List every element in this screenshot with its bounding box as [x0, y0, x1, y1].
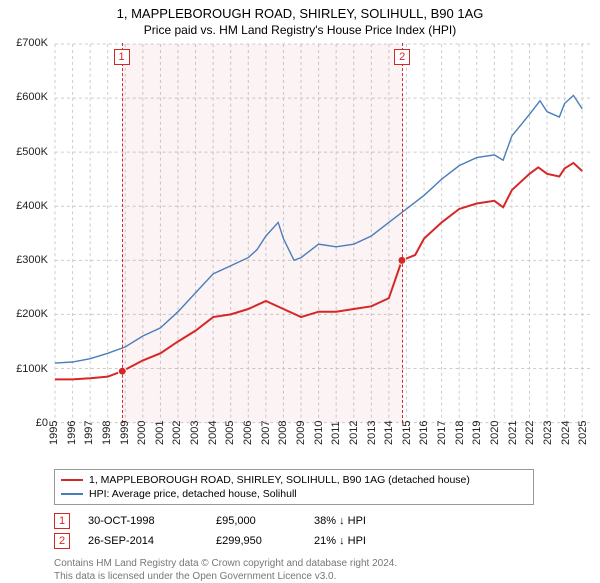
y-tick: £300K	[16, 254, 48, 266]
page-title: 1, MAPPLEBOROUGH ROAD, SHIRLEY, SOLIHULL…	[8, 4, 592, 23]
footer: Contains HM Land Registry data © Crown c…	[54, 557, 592, 583]
x-tick: 2023	[542, 421, 554, 445]
legend-swatch	[61, 493, 83, 495]
event-diff: 21% ↓ HPI	[314, 535, 366, 547]
x-tick: 2004	[207, 421, 219, 445]
footer-line-1: Contains HM Land Registry data © Crown c…	[54, 557, 592, 570]
event-price: £95,000	[216, 515, 296, 527]
x-tick: 2003	[189, 421, 201, 445]
events-list: 1 30-OCT-1998 £95,000 38% ↓ HPI 2 26-SEP-2014…	[54, 511, 592, 551]
x-tick: 2006	[242, 421, 254, 445]
x-tick: 2020	[489, 421, 501, 445]
x-tick: 2010	[313, 421, 325, 445]
event-badge: 2	[394, 49, 410, 65]
event-line	[402, 43, 403, 423]
event-number: 2	[54, 533, 70, 549]
legend-swatch	[61, 479, 83, 481]
x-tick: 1999	[119, 421, 131, 445]
x-tick: 2013	[366, 421, 378, 445]
footer-line-2: This data is licensed under the Open Gov…	[54, 570, 592, 583]
event-number: 1	[54, 513, 70, 529]
chart-svg	[54, 43, 592, 424]
event-diff: 38% ↓ HPI	[314, 515, 366, 527]
y-tick: £0	[36, 417, 48, 429]
x-tick: 2001	[154, 421, 166, 445]
x-tick: 2024	[560, 421, 572, 445]
x-tick: 2025	[577, 421, 589, 445]
x-axis-row: 1995 1996 1997 1998 1999 2000 2001 2002 2003 2004…	[8, 423, 592, 465]
event-date: 26-SEP-2014	[88, 535, 198, 547]
x-tick: 2009	[295, 421, 307, 445]
x-tick: 2005	[224, 421, 236, 445]
y-tick: £400K	[16, 200, 48, 212]
page-subtitle: Price paid vs. HM Land Registry's House …	[8, 23, 592, 43]
x-tick: 2000	[136, 421, 148, 445]
x-tick: 2019	[471, 421, 483, 445]
y-tick: £100K	[16, 363, 48, 375]
x-tick: 2021	[507, 421, 519, 445]
event-line	[122, 43, 123, 423]
y-tick: £200K	[16, 308, 48, 320]
x-tick: 2015	[401, 421, 413, 445]
x-tick: 2012	[348, 421, 360, 445]
x-tick: 1996	[66, 421, 78, 445]
y-tick: £700K	[16, 37, 48, 49]
plot-area: 12	[54, 43, 592, 423]
event-price: £299,950	[216, 535, 296, 547]
x-tick: 1995	[48, 421, 60, 445]
x-tick: 2018	[454, 421, 466, 445]
chart-container: 1, MAPPLEBOROUGH ROAD, SHIRLEY, SOLIHULL…	[0, 0, 600, 560]
legend-row: HPI: Average price, detached house, Soli…	[61, 487, 527, 501]
x-tick: 2011	[330, 421, 342, 445]
x-axis: 1995199619971998199920002001200220032004…	[54, 423, 592, 465]
event-badge: 1	[114, 49, 130, 65]
x-tick: 2007	[260, 421, 272, 445]
event-row: 1 30-OCT-1998 £95,000 38% ↓ HPI	[54, 511, 592, 531]
x-tick: 2017	[436, 421, 448, 445]
x-tick: 1997	[83, 421, 95, 445]
legend-label: HPI: Average price, detached house, Soli…	[89, 488, 297, 500]
x-tick: 2016	[418, 421, 430, 445]
legend: 1, MAPPLEBOROUGH ROAD, SHIRLEY, SOLIHULL…	[54, 469, 534, 505]
legend-label: 1, MAPPLEBOROUGH ROAD, SHIRLEY, SOLIHULL…	[89, 474, 470, 486]
y-tick: £500K	[16, 146, 48, 158]
y-axis: £0£100K£200K£300K£400K£500K£600K£700K	[8, 43, 54, 423]
event-date: 30-OCT-1998	[88, 515, 198, 527]
chart-row: £0£100K£200K£300K£400K£500K£600K£700K 12	[8, 43, 592, 423]
x-tick: 2014	[383, 421, 395, 445]
legend-row: 1, MAPPLEBOROUGH ROAD, SHIRLEY, SOLIHULL…	[61, 473, 527, 487]
event-row: 2 26-SEP-2014 £299,950 21% ↓ HPI	[54, 531, 592, 551]
x-tick: 2022	[524, 421, 536, 445]
y-tick: £600K	[16, 91, 48, 103]
x-tick: 1998	[101, 421, 113, 445]
x-tick: 2002	[171, 421, 183, 445]
x-tick: 2008	[277, 421, 289, 445]
